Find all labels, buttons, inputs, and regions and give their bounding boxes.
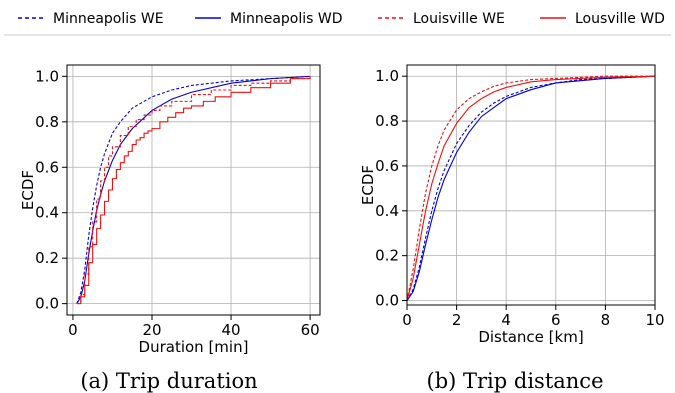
- x-tick-label-0: 0: [402, 311, 412, 329]
- x-tick-label-2: 40: [222, 321, 241, 339]
- series-line-2: [406, 75, 655, 301]
- y-tick-label-1: 0.2: [35, 249, 59, 267]
- chart-trip-duration: 0 20 40 60 0.0 0.2 0.4 0.6 0.8 1.0 Duration [min] E…: [19, 64, 321, 393]
- y-axis-label: ECDF: [19, 170, 37, 210]
- chart-trip-distance: 0 2 4 6 8 10 0.0 0.2 0.4 0.6 0.8 1.0 Distance [km] EC…: [359, 64, 665, 393]
- chart-caption: (b) Trip distance: [427, 369, 604, 393]
- x-tick-label-0: 0: [68, 321, 78, 339]
- series-line-3: [406, 75, 656, 301]
- legend-label-3: Lousville WD: [575, 11, 665, 27]
- y-tick-label-5: 1.0: [375, 67, 399, 85]
- x-tick-label-3: 60: [301, 321, 320, 339]
- x-tick-label-2: 4: [501, 311, 511, 329]
- series-line-0: [76, 75, 311, 304]
- y-tick-label-0: 0.0: [35, 295, 59, 313]
- y-tick-label-2: 0.4: [375, 202, 399, 220]
- y-tick-label-2: 0.4: [35, 204, 59, 222]
- plot-frame: [66, 64, 321, 316]
- x-tick-label-3: 6: [551, 311, 561, 329]
- y-tick-label-3: 0.6: [375, 157, 399, 175]
- x-tick-label-1: 2: [452, 311, 462, 329]
- y-axis-label: ECDF: [359, 165, 377, 205]
- x-axis-label: Distance [km]: [478, 328, 583, 346]
- chart-caption: (a) Trip duration: [80, 369, 257, 393]
- legend-label-2: Louisville WE: [413, 11, 505, 27]
- y-tick-label-0: 0.0: [375, 292, 399, 310]
- x-axis-label: Duration [min]: [139, 338, 249, 356]
- series-line-3: [76, 76, 311, 305]
- series-line-1: [406, 75, 656, 301]
- legend-label-1: Minneapolis WD: [230, 11, 343, 27]
- x-tick-label-5: 10: [645, 311, 664, 329]
- series-line-0: [406, 75, 656, 301]
- legend-label-0: Minneapolis WE: [53, 11, 164, 27]
- y-tick-label-4: 0.8: [375, 112, 399, 130]
- y-tick-label-1: 0.2: [375, 247, 399, 265]
- y-tick-label-4: 0.8: [35, 113, 59, 131]
- y-tick-label-3: 0.6: [35, 158, 59, 176]
- x-tick-label-4: 8: [601, 311, 611, 329]
- x-tick-label-1: 20: [142, 321, 161, 339]
- series-line-1: [76, 75, 311, 304]
- y-tick-label-5: 1.0: [35, 67, 59, 85]
- series-line-2: [76, 76, 311, 305]
- plot-frame: [406, 64, 656, 306]
- legend: Minneapolis WE Minneapolis WD Louisville W…: [4, 11, 671, 36]
